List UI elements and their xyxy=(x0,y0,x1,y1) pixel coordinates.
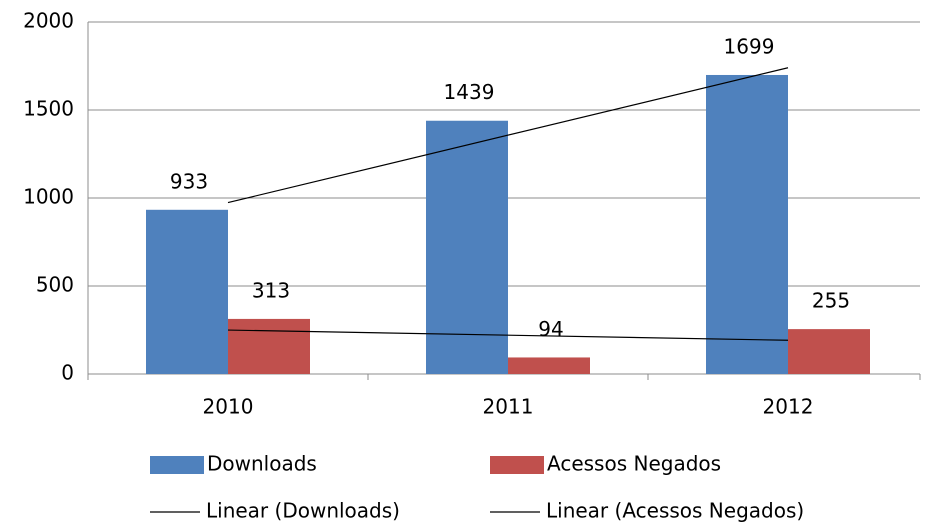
legend-swatch xyxy=(490,456,544,474)
y-tick-label: 500 xyxy=(36,273,74,297)
x-tick-label: 2011 xyxy=(483,395,534,419)
data-label: 255 xyxy=(812,289,850,313)
x-tick-label: 2012 xyxy=(763,395,814,419)
legend-swatch xyxy=(150,456,204,474)
legend-label: Linear (Acessos Negados) xyxy=(546,499,804,523)
y-tick-label: 2000 xyxy=(23,9,74,33)
data-label: 1699 xyxy=(724,34,775,58)
data-label: 933 xyxy=(170,169,208,193)
bar xyxy=(508,357,590,374)
trendline xyxy=(227,67,789,204)
bar xyxy=(426,120,508,375)
x-tick-label: 2010 xyxy=(203,395,254,419)
data-label: 313 xyxy=(252,278,290,302)
y-tick-label: 1000 xyxy=(23,185,74,209)
data-label: 1439 xyxy=(444,80,495,104)
bar xyxy=(146,209,228,374)
bar xyxy=(788,329,870,374)
y-tick-label: 0 xyxy=(61,361,74,385)
y-tick-label: 1500 xyxy=(23,97,74,121)
bar xyxy=(228,318,310,374)
legend-label: Linear (Downloads) xyxy=(206,499,400,523)
legend-label: Downloads xyxy=(207,452,317,476)
trendline xyxy=(227,329,789,341)
bar xyxy=(706,74,788,374)
legend-label: Acessos Negados xyxy=(547,452,721,476)
data-label: 94 xyxy=(538,317,563,341)
